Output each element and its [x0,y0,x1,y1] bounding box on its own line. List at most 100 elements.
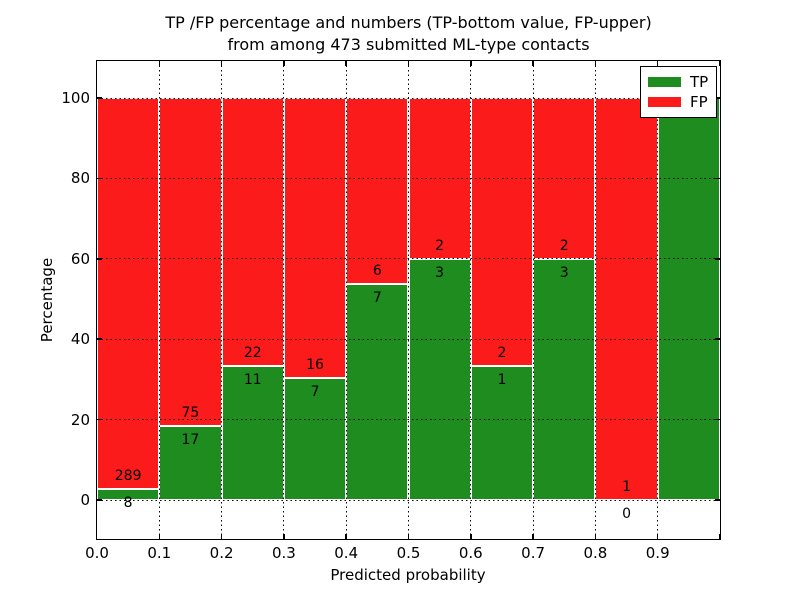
x-tick-mark [345,61,347,66]
vertical-gridline [345,61,347,539]
y-tick-mark [97,338,102,340]
x-tick-mark [407,534,410,539]
x-tick-mark [158,61,161,66]
tp-bar-segment [159,425,222,500]
tp-bar-segment [533,258,596,500]
x-tick-mark [470,534,472,539]
chart-title: TP /FP percentage and numbers (TP-bottom… [96,12,721,56]
tp-bar-segment [221,366,284,500]
tp-bar-segment [408,258,471,500]
tp-count-label: 0 [622,506,632,522]
legend-item-fp: FP [648,92,708,112]
x-tick-mark [407,61,410,66]
x-tick-mark [345,534,347,539]
y-tick-mark [97,418,102,421]
vertical-gridline [657,61,659,539]
legend: TP FP [640,66,718,118]
x-tick-mark [283,61,285,66]
tp-count-label: 8 [123,495,133,512]
x-tick-label: 0.4 [334,544,359,562]
x-tick-mark [656,534,659,539]
tp-bar-segment [283,377,347,500]
y-tick-label: 60 [70,249,90,268]
x-tick-mark [220,534,223,539]
x-axis-label: Predicted probability [330,566,486,584]
x-tick-mark [532,61,534,66]
vertical-gridline [594,61,596,539]
y-tick-mark [97,97,102,99]
y-tick-mark [715,499,720,501]
tp-count-label: 1 [497,372,507,388]
horizontal-gridline [97,177,720,179]
tp-bar-segment [97,489,160,500]
fp-count-label: 289 [114,468,142,485]
y-tick-label: 100 [61,89,90,107]
fp-bar-segment [595,98,658,500]
vertical-gridline [221,61,223,539]
y-tick-mark [97,499,102,501]
y-tick-mark [715,177,720,180]
x-tick-label: 0.7 [521,544,546,562]
y-tick-mark [97,177,102,180]
x-tick-label: 0.1 [147,544,172,562]
chart-title-line2: from among 473 submitted ML-type contact… [227,35,590,54]
y-tick-mark [715,97,720,99]
x-tick-mark [470,61,472,66]
tp-count-label: 7 [310,383,320,400]
x-tick-mark [283,534,285,539]
fp-count-label: 2 [435,237,445,254]
y-tick-label: 80 [70,169,90,188]
vertical-gridline [158,61,160,539]
tp-legend-swatch [648,77,681,87]
horizontal-gridline [97,499,720,501]
plot-area: 28987517221116767232123101 TP FP [96,60,721,540]
tp-legend-label: TP [690,72,709,91]
x-tick-mark [594,534,597,539]
tp-bar-segment [657,98,720,500]
horizontal-gridline [97,258,720,260]
x-tick-mark [532,534,534,539]
tp-count-label: 17 [181,431,200,448]
fp-count-label: 1 [622,479,632,495]
x-tick-label: 0.2 [209,544,234,562]
x-tick-label: 0.3 [271,544,296,562]
x-tick-mark [594,61,597,66]
fp-legend-swatch [648,97,681,107]
y-tick-mark [715,418,720,421]
x-tick-label: 0.0 [85,544,109,562]
fp-count-label: 16 [306,356,324,373]
y-tick-mark [715,338,720,340]
vertical-gridline [470,61,472,539]
legend-item-tp: TP [648,72,708,92]
y-tick-mark [97,258,102,260]
fp-bar-segment [159,98,222,426]
x-tick-mark [158,534,161,539]
x-tick-label: 0.9 [645,544,670,562]
horizontal-gridline [97,97,720,99]
fp-bar-segment [470,98,534,366]
x-tick-mark [220,61,223,66]
fp-count-label: 2 [559,237,569,254]
fp-count-label: 22 [243,345,262,361]
tp-count-label: 11 [243,372,262,388]
vertical-gridline [283,61,285,539]
fp-count-label: 75 [181,404,200,421]
y-tick-label: 40 [70,330,90,349]
horizontal-gridline [97,338,720,340]
x-tick-mark [718,534,720,539]
fp-bar-segment [221,98,284,366]
y-tick-mark [715,258,720,260]
fp-count-label: 2 [497,345,507,361]
x-tick-label: 0.5 [396,544,421,562]
x-tick-label: 0.6 [458,544,483,562]
tp-bar-segment [346,283,409,500]
plot-canvas: 28987517221116767232123101 [97,61,720,539]
tp-count-label: 3 [435,264,445,281]
fp-bar-segment [283,98,347,378]
x-tick-mark [718,61,720,66]
tp-count-label: 3 [559,264,569,281]
horizontal-gridline [97,419,720,421]
fp-bar-segment [346,98,409,284]
y-tick-label: 0 [80,491,90,509]
